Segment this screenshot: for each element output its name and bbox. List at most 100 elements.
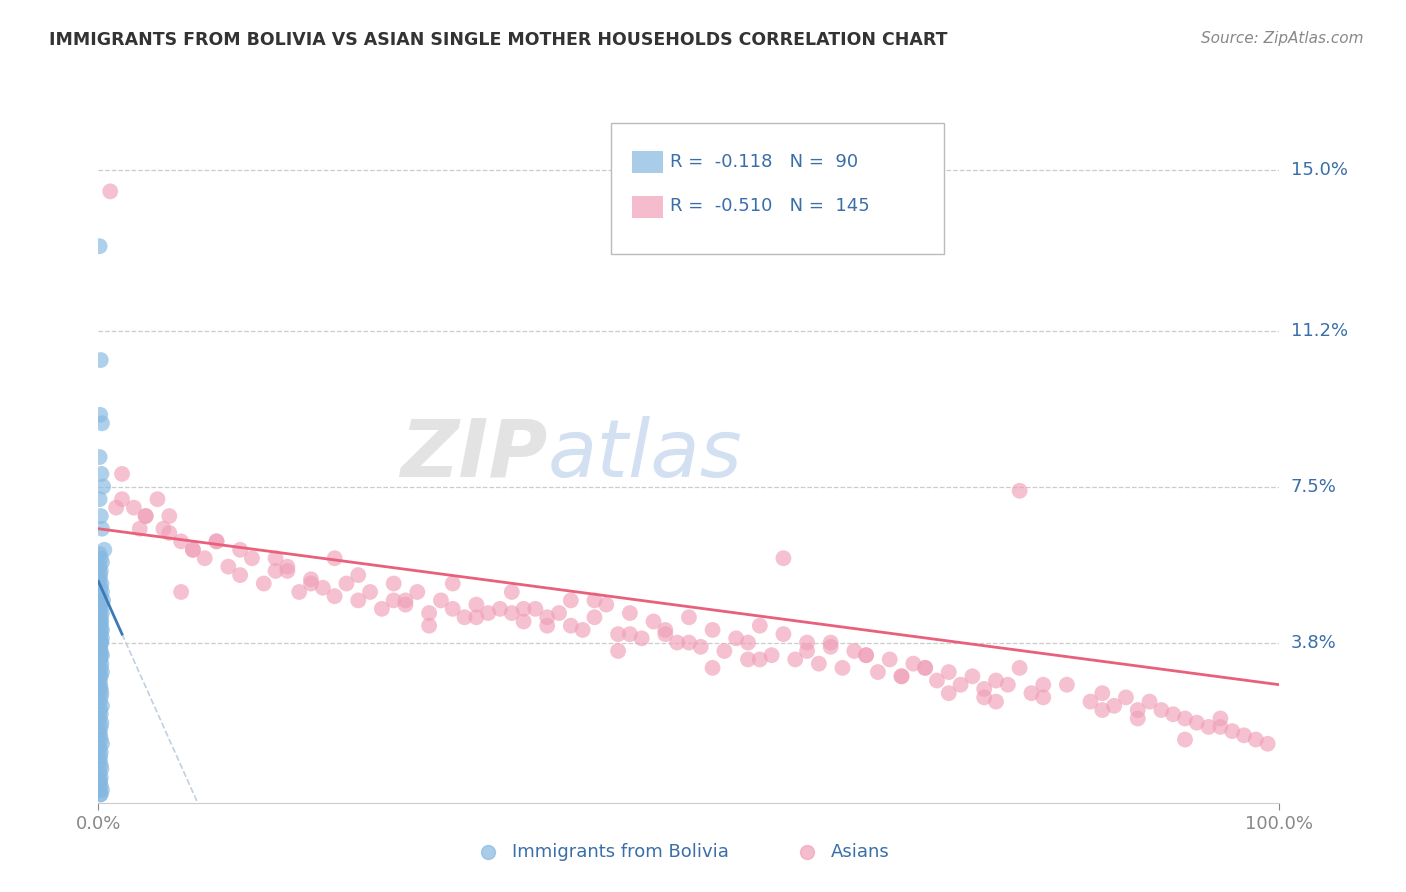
Point xyxy=(157,509,180,524)
Point xyxy=(1032,678,1054,692)
Point xyxy=(1032,690,1054,705)
Point xyxy=(90,576,112,591)
Point xyxy=(89,669,111,683)
Point xyxy=(91,737,114,751)
Point xyxy=(820,640,842,654)
Point xyxy=(441,602,464,616)
Point xyxy=(93,542,115,557)
Point xyxy=(90,644,112,658)
Text: Immigrants from Bolivia: Immigrants from Bolivia xyxy=(512,843,728,861)
Point xyxy=(90,615,112,629)
Point xyxy=(418,618,440,632)
Point xyxy=(89,681,111,696)
Point xyxy=(90,745,112,759)
Point xyxy=(90,623,112,637)
Point xyxy=(91,648,114,663)
Point xyxy=(91,798,114,813)
Point xyxy=(382,593,405,607)
Point xyxy=(689,640,711,654)
Point xyxy=(560,593,582,607)
Point xyxy=(607,644,630,658)
Point xyxy=(702,661,724,675)
Point xyxy=(890,669,912,683)
Point xyxy=(90,757,112,772)
Point xyxy=(89,783,111,797)
Point xyxy=(453,610,475,624)
Point xyxy=(90,715,112,730)
Point xyxy=(89,652,111,666)
Point xyxy=(91,783,114,797)
Point xyxy=(170,534,193,549)
Point xyxy=(312,581,335,595)
Point xyxy=(583,610,606,624)
Point xyxy=(1244,732,1267,747)
Point xyxy=(89,615,111,629)
Point xyxy=(512,602,534,616)
Point xyxy=(90,720,112,734)
Point xyxy=(89,728,111,742)
Text: 7.5%: 7.5% xyxy=(1291,477,1337,496)
Point xyxy=(1008,483,1031,498)
Point xyxy=(630,632,652,646)
Point xyxy=(89,589,111,603)
Point xyxy=(89,640,111,654)
Point xyxy=(89,703,111,717)
Text: Source: ZipAtlas.com: Source: ZipAtlas.com xyxy=(1201,31,1364,46)
Point xyxy=(89,598,111,612)
Point xyxy=(276,559,298,574)
Point xyxy=(914,661,936,675)
Point xyxy=(90,589,112,603)
Point xyxy=(973,681,995,696)
Point xyxy=(89,695,111,709)
Point xyxy=(89,749,111,764)
Point xyxy=(89,627,111,641)
Point xyxy=(89,408,111,422)
Point xyxy=(654,623,676,637)
Point xyxy=(737,635,759,649)
Text: R =  -0.510   N =  145: R = -0.510 N = 145 xyxy=(671,197,870,215)
Point xyxy=(548,606,571,620)
Point xyxy=(91,556,114,570)
Point xyxy=(371,602,394,616)
Point xyxy=(394,598,416,612)
Point xyxy=(678,635,700,649)
Point xyxy=(90,618,112,632)
Point xyxy=(90,564,112,578)
Point xyxy=(89,754,111,768)
Point xyxy=(1257,737,1279,751)
Point xyxy=(90,610,112,624)
Point xyxy=(607,627,630,641)
Point xyxy=(89,678,111,692)
Point xyxy=(89,572,111,586)
Point xyxy=(619,606,641,620)
Point xyxy=(90,602,112,616)
Point xyxy=(90,707,112,722)
Point xyxy=(394,593,416,607)
Point xyxy=(702,623,724,637)
Point xyxy=(465,598,488,612)
Point xyxy=(89,774,111,789)
Text: 15.0%: 15.0% xyxy=(1291,161,1347,179)
Point xyxy=(796,635,818,649)
Point xyxy=(89,615,111,629)
Point xyxy=(264,564,287,578)
Point xyxy=(1008,661,1031,675)
Point xyxy=(89,648,111,663)
Point xyxy=(984,673,1007,688)
Point xyxy=(91,623,114,637)
Point xyxy=(807,657,830,671)
Point xyxy=(962,669,984,683)
Point xyxy=(713,644,735,658)
Point xyxy=(855,648,877,663)
Point xyxy=(359,585,381,599)
Point xyxy=(90,762,112,776)
Point xyxy=(1102,698,1125,713)
Point xyxy=(323,589,346,603)
Point xyxy=(335,576,357,591)
Point xyxy=(170,585,193,599)
Point xyxy=(288,585,311,599)
Point xyxy=(938,686,960,700)
Point xyxy=(89,568,111,582)
Point xyxy=(654,627,676,641)
Point xyxy=(264,551,287,566)
